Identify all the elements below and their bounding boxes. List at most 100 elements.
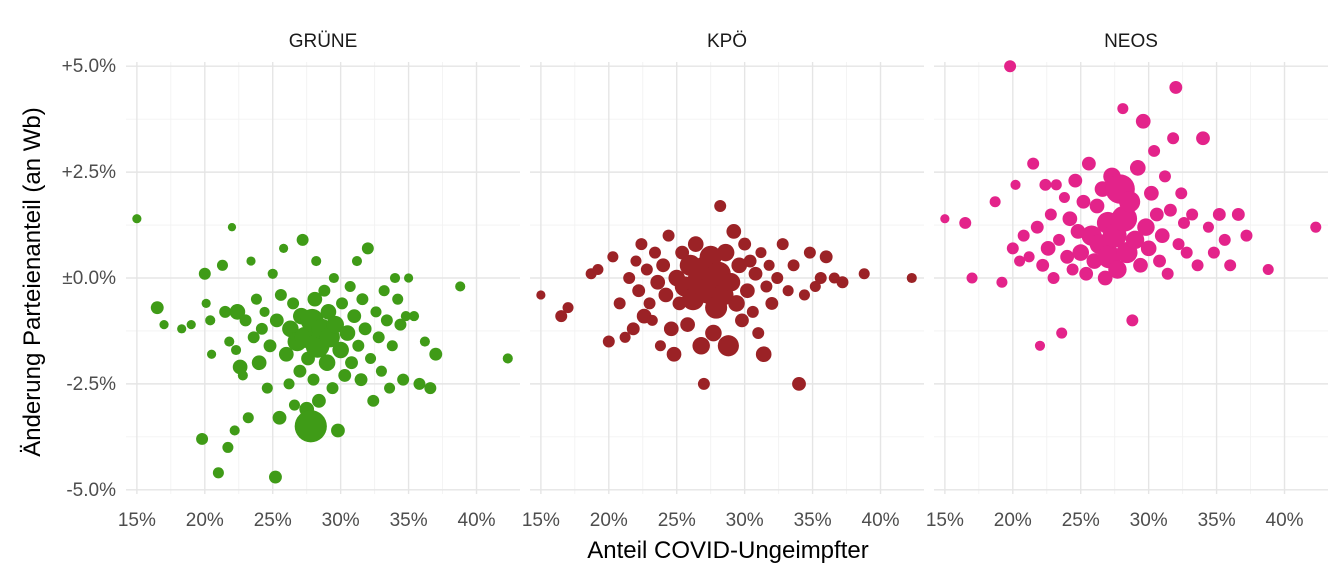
data-point xyxy=(562,302,574,314)
data-point xyxy=(400,311,411,322)
x-tick-label: 35% xyxy=(794,510,832,531)
data-point xyxy=(717,335,739,357)
data-point xyxy=(1014,255,1026,267)
data-point xyxy=(269,470,282,484)
data-point xyxy=(367,394,380,407)
facet-title: KPÖ xyxy=(707,31,747,52)
data-point xyxy=(212,467,224,479)
data-point xyxy=(1140,240,1157,257)
data-point xyxy=(906,272,917,284)
y-tick-label: +2.5% xyxy=(62,162,117,183)
data-point xyxy=(1161,267,1174,280)
data-point xyxy=(643,297,656,310)
data-point xyxy=(1262,264,1274,276)
x-tick-label: 20% xyxy=(186,510,224,531)
data-point xyxy=(403,273,414,283)
data-point xyxy=(658,287,674,303)
data-point xyxy=(726,224,742,239)
data-point xyxy=(288,399,300,411)
data-point xyxy=(278,346,294,362)
data-point xyxy=(1108,260,1127,279)
data-point xyxy=(283,378,295,390)
data-point xyxy=(150,301,164,315)
data-point xyxy=(1231,208,1245,221)
facet-title: GRÜNE xyxy=(289,31,358,52)
data-point xyxy=(311,255,322,267)
data-point xyxy=(1158,170,1171,183)
data-point xyxy=(356,293,369,306)
data-point xyxy=(222,441,234,453)
data-point xyxy=(384,382,396,394)
data-point xyxy=(721,273,741,292)
data-point xyxy=(692,337,710,355)
data-point xyxy=(626,322,640,336)
data-point xyxy=(1169,80,1183,94)
data-point xyxy=(1129,160,1146,176)
data-point xyxy=(259,306,270,317)
data-point xyxy=(1047,272,1060,284)
data-point xyxy=(776,238,789,251)
data-point xyxy=(1310,221,1322,233)
y-tick-label: -5.0% xyxy=(66,480,116,501)
x-tick-label: 15% xyxy=(926,510,964,531)
data-point xyxy=(630,255,642,267)
data-point xyxy=(159,319,169,330)
data-point xyxy=(714,200,727,212)
data-point xyxy=(798,289,810,301)
x-tick-label: 40% xyxy=(1266,510,1304,531)
data-point xyxy=(1017,229,1030,242)
data-point xyxy=(1023,251,1035,263)
data-point xyxy=(502,353,513,364)
data-point xyxy=(186,319,196,330)
data-point xyxy=(705,324,722,342)
data-point xyxy=(196,432,209,445)
data-point xyxy=(255,322,268,335)
panels-layer: 15% 20% 25% 30% 35% 40% GRÜNE 15% 20% 25% 30% 35% 40… xyxy=(118,31,1328,531)
data-point xyxy=(1004,60,1017,73)
data-point xyxy=(326,315,344,334)
data-point xyxy=(858,268,870,280)
data-point xyxy=(307,291,323,307)
data-point xyxy=(293,364,307,378)
data-point xyxy=(419,336,430,347)
data-point xyxy=(619,331,631,343)
data-point xyxy=(1178,216,1190,229)
data-point xyxy=(1034,340,1046,351)
data-point xyxy=(662,229,675,242)
data-point xyxy=(1010,179,1021,190)
data-point xyxy=(201,298,211,309)
data-point xyxy=(752,327,765,340)
data-point xyxy=(602,335,615,348)
data-point xyxy=(394,318,407,331)
x-tick-label: 25% xyxy=(1062,510,1100,531)
x-tick-label: 30% xyxy=(1130,510,1168,531)
x-tick-label: 30% xyxy=(726,510,764,531)
data-point xyxy=(274,288,287,301)
data-point xyxy=(370,306,382,318)
data-point xyxy=(996,276,1008,288)
data-point xyxy=(205,315,216,326)
data-point xyxy=(1125,230,1145,250)
data-point xyxy=(229,425,240,436)
data-point xyxy=(250,293,262,305)
data-point xyxy=(819,250,833,264)
data-point xyxy=(345,356,358,370)
data-point xyxy=(272,410,287,425)
x-tick-label: 35% xyxy=(1198,510,1236,531)
data-point xyxy=(663,321,679,337)
data-point xyxy=(1148,144,1161,157)
data-point xyxy=(1058,192,1070,204)
x-axis-title: Anteil COVID-Ungeimpfter xyxy=(587,537,868,564)
data-point xyxy=(224,336,235,347)
data-point xyxy=(1044,208,1057,221)
data-point xyxy=(332,341,349,359)
data-point xyxy=(307,373,320,386)
data-point xyxy=(365,352,377,364)
x-tick-label: 35% xyxy=(390,510,428,531)
data-point xyxy=(646,314,658,326)
data-point xyxy=(809,280,821,292)
data-point xyxy=(666,346,682,362)
data-point xyxy=(1076,194,1091,209)
x-tick-label: 20% xyxy=(994,510,1032,531)
